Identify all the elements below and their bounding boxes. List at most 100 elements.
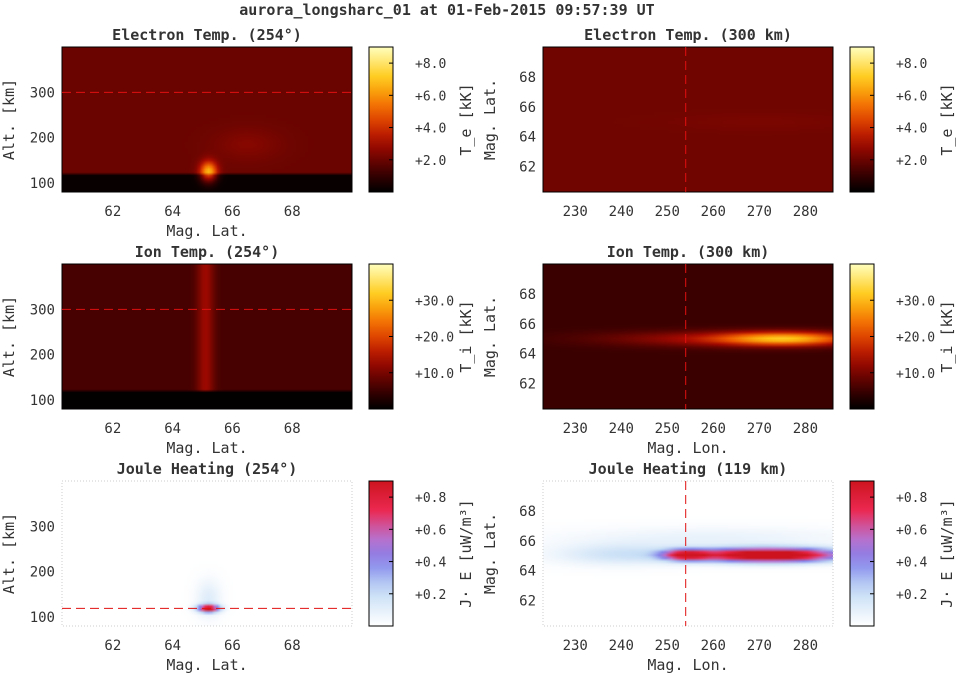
x-tick-label: 62 xyxy=(104,638,121,654)
panel-4: Ion Temp. (300 km) 230 240 250 260 270 280 62 64… xyxy=(481,243,956,457)
colorbar xyxy=(368,480,394,627)
panel-title: Ion Temp. (254°) xyxy=(135,243,280,261)
x-tick-label: 64 xyxy=(164,204,181,220)
colorbar-tick-label: +20.0 xyxy=(415,331,454,346)
y-tick-label: 68 xyxy=(519,70,536,86)
y-axis-label: Alt. [km] xyxy=(0,513,18,594)
x-tick-label: 280 xyxy=(793,204,818,220)
colorbar-tick-label: +6.0 xyxy=(896,89,927,104)
colorbar-tick-label: +0.4 xyxy=(896,556,927,571)
plot-frame xyxy=(61,263,353,410)
panel-1: Electron Temp. (254°) 62 64 66 68 100 200 300 Ma… xyxy=(0,26,475,240)
y-tick-label: 68 xyxy=(519,504,536,520)
panel-2: Electron Temp. (300 km) 230 240 250 260 270 28… xyxy=(481,26,956,220)
plot-frame xyxy=(542,263,834,410)
x-tick-label: 270 xyxy=(747,421,772,437)
y-axis-label: Mag. Lat. xyxy=(481,513,499,594)
y-axis-label: Mag. Lat. xyxy=(481,296,499,377)
x-axis-label: Mag. Lon. xyxy=(647,656,728,674)
heatmap-image xyxy=(62,264,352,409)
colorbar-label: T_i [kK] xyxy=(938,300,956,372)
x-tick-label: 66 xyxy=(224,638,241,654)
colorbar-tick-label: +8.0 xyxy=(896,57,927,72)
colorbar-tick-label: +30.0 xyxy=(896,294,935,309)
x-tick-label: 68 xyxy=(284,204,301,220)
colorbar-tick-label: +0.8 xyxy=(896,491,927,506)
colorbar-tick-label: +20.0 xyxy=(896,331,935,346)
y-tick-label: 66 xyxy=(519,534,536,550)
x-tick-label: 68 xyxy=(284,638,301,654)
x-tick-label: 260 xyxy=(701,204,726,220)
y-tick-label: 66 xyxy=(519,317,536,333)
x-tick-label: 240 xyxy=(609,204,634,220)
y-axis-label: Alt. [km] xyxy=(0,296,18,377)
colorbar-tick-label: +0.2 xyxy=(415,588,446,603)
colorbar-tick-label: +6.0 xyxy=(415,89,446,104)
colorbar-tick-label: +8.0 xyxy=(415,57,446,72)
x-axis-label: Mag. Lon. xyxy=(647,439,728,457)
y-axis-label: Alt. [km] xyxy=(0,79,18,160)
heatmap-image xyxy=(543,481,833,626)
x-tick-label: 230 xyxy=(563,421,588,437)
colorbar-label: T_e [kK] xyxy=(457,83,475,155)
x-tick-label: 270 xyxy=(747,204,772,220)
panel-title: Electron Temp. (254°) xyxy=(112,26,302,44)
y-axis-label: Mag. Lat. xyxy=(481,79,499,160)
x-tick-label: 66 xyxy=(224,421,241,437)
colorbar-label: T_e [kK] xyxy=(938,83,956,155)
y-tick-label: 64 xyxy=(519,347,536,363)
y-tick-label: 100 xyxy=(30,610,55,626)
heatmap-image xyxy=(62,481,352,626)
x-tick-label: 64 xyxy=(164,421,181,437)
colorbar xyxy=(368,46,394,193)
colorbar-tick-label: +0.6 xyxy=(415,523,446,538)
colorbar-tick-label: +0.8 xyxy=(415,491,446,506)
x-tick-label: 240 xyxy=(609,638,634,654)
x-tick-label: 68 xyxy=(284,421,301,437)
x-tick-label: 62 xyxy=(104,421,121,437)
colorbar-tick-label: +10.0 xyxy=(415,367,454,382)
y-tick-label: 100 xyxy=(30,176,55,192)
y-tick-label: 62 xyxy=(519,594,536,610)
x-tick-label: 250 xyxy=(655,638,680,654)
x-tick-label: 280 xyxy=(793,638,818,654)
colorbar-tick-label: +4.0 xyxy=(896,122,927,137)
heatmap-image xyxy=(543,264,833,409)
colorbar-label: J· E [uW/m³] xyxy=(938,499,956,607)
x-tick-label: 250 xyxy=(655,421,680,437)
x-tick-label: 62 xyxy=(104,204,121,220)
panel-title: Ion Temp. (300 km) xyxy=(607,243,770,261)
y-tick-label: 200 xyxy=(30,131,55,147)
x-tick-label: 230 xyxy=(563,204,588,220)
panel-5: Joule Heating (254°) 62 64 66 68 100 200 300 Mag… xyxy=(0,460,475,674)
colorbar-tick-label: +0.4 xyxy=(415,556,446,571)
panel-3: Ion Temp. (254°) 62 64 66 68 100 200 300 Mag. La… xyxy=(0,243,475,457)
plot-frame xyxy=(542,480,834,627)
colorbar-tick-label: +10.0 xyxy=(896,367,935,382)
plot-frame xyxy=(542,46,834,193)
x-tick-label: 230 xyxy=(563,638,588,654)
plot-frame xyxy=(61,46,353,193)
y-tick-label: 300 xyxy=(30,302,55,318)
x-tick-label: 260 xyxy=(701,421,726,437)
colorbar-label: J· E [uW/m³] xyxy=(457,499,475,607)
x-tick-label: 260 xyxy=(701,638,726,654)
x-tick-label: 66 xyxy=(224,204,241,220)
y-tick-label: 68 xyxy=(519,287,536,303)
x-tick-label: 270 xyxy=(747,638,772,654)
y-tick-label: 200 xyxy=(30,565,55,581)
colorbar-label: T_i [kK] xyxy=(457,300,475,372)
panel-title: Electron Temp. (300 km) xyxy=(584,26,792,44)
colorbar-tick-label: +2.0 xyxy=(415,154,446,169)
y-tick-label: 300 xyxy=(30,85,55,101)
heatmap-image xyxy=(62,47,352,192)
x-tick-label: 280 xyxy=(793,421,818,437)
colorbar-tick-label: +2.0 xyxy=(896,154,927,169)
colorbar-tick-label: +30.0 xyxy=(415,294,454,309)
colorbar xyxy=(849,46,875,193)
x-axis-label: Mag. Lat. xyxy=(166,222,247,240)
colorbar-tick-label: +4.0 xyxy=(415,122,446,137)
colorbar xyxy=(849,480,875,627)
y-tick-label: 200 xyxy=(30,348,55,364)
